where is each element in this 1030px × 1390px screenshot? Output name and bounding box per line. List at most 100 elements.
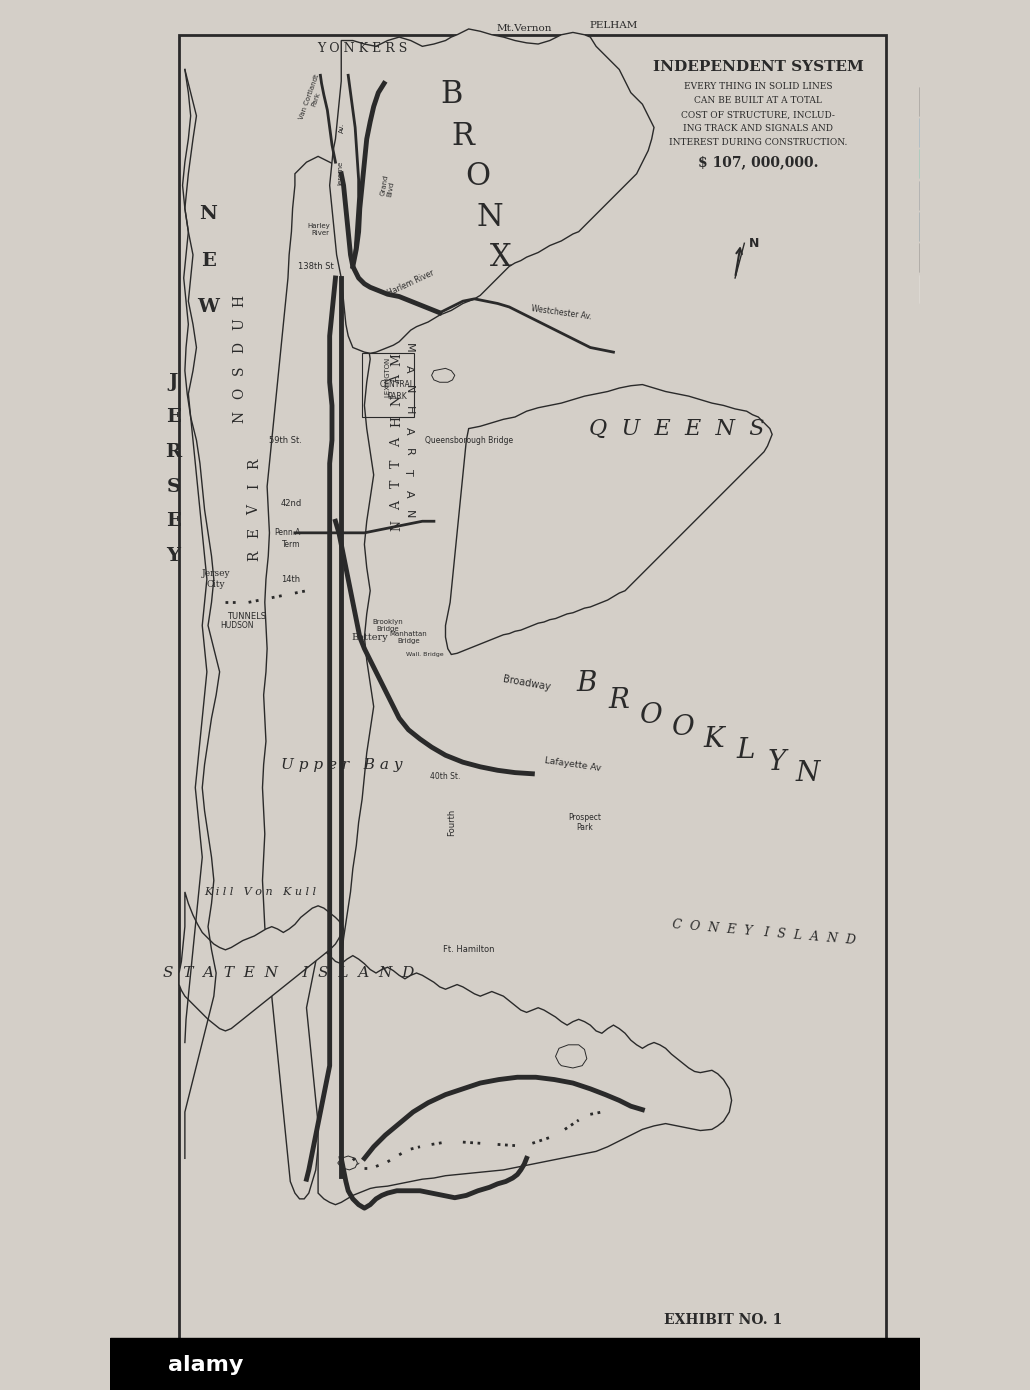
Text: H: H [390, 416, 404, 427]
Text: U: U [233, 318, 246, 331]
Text: R: R [404, 448, 413, 456]
Text: N: N [749, 236, 759, 250]
Polygon shape [555, 1045, 587, 1068]
Text: 42nd: 42nd [280, 499, 302, 509]
Text: D: D [233, 342, 246, 353]
Text: 14th: 14th [281, 574, 301, 584]
Polygon shape [263, 157, 374, 1198]
Text: TUNNELS: TUNNELS [227, 612, 266, 621]
Text: EXHIBIT NO. 1: EXHIBIT NO. 1 [664, 1314, 783, 1327]
Bar [921, 118, 949, 147]
Text: B: B [440, 79, 462, 110]
Text: C  O  N  E  Y   I  S  L  A  N  D: C O N E Y I S L A N D [672, 917, 856, 947]
Bar [921, 88, 949, 115]
Polygon shape [179, 892, 344, 1031]
Text: Lafayette Av: Lafayette Av [544, 756, 602, 773]
Text: Prospect
Park: Prospect Park [568, 813, 600, 833]
Text: S: S [233, 366, 246, 375]
Text: R: R [451, 121, 474, 152]
Text: Penn.A: Penn.A [274, 528, 301, 538]
Bar [978, 275, 1006, 303]
Text: COST OF STRUCTURE, INCLUD-: COST OF STRUCTURE, INCLUD- [681, 110, 835, 120]
Polygon shape [432, 368, 455, 382]
Text: Term: Term [282, 539, 301, 549]
Text: Wall. Bridge: Wall. Bridge [406, 652, 444, 657]
Bar [978, 243, 1006, 272]
Bar [1007, 243, 1030, 272]
Text: R: R [247, 550, 262, 562]
Polygon shape [338, 1156, 357, 1170]
Bar [950, 118, 977, 147]
Bar [978, 213, 1006, 240]
Text: PELHAM: PELHAM [589, 21, 638, 31]
Bar [950, 213, 977, 240]
Bar [950, 275, 977, 303]
Text: N: N [796, 760, 820, 787]
Text: Y: Y [166, 548, 180, 564]
Text: Mt.Vernon: Mt.Vernon [496, 25, 552, 33]
Bar [1007, 88, 1030, 115]
Text: Q  U  E  E  N  S: Q U E E N S [589, 417, 765, 439]
Text: INDEPENDENT SYSTEM: INDEPENDENT SYSTEM [653, 60, 864, 74]
Text: B: B [577, 670, 597, 696]
Bar [921, 150, 949, 178]
Text: N: N [404, 385, 413, 393]
Text: Brooklyn
Bridge: Brooklyn Bridge [372, 619, 403, 632]
Text: W: W [197, 297, 219, 316]
Text: A: A [390, 500, 404, 510]
Text: K i l l   V o n   K u l l: K i l l V o n K u l l [204, 887, 316, 897]
Text: HUDSON: HUDSON [220, 621, 253, 630]
Text: Fourth: Fourth [447, 809, 456, 835]
Text: R: R [165, 443, 181, 460]
Bar [950, 181, 977, 210]
Text: M: M [404, 343, 413, 352]
Text: E: E [247, 528, 262, 538]
Bar [363, 353, 414, 417]
Text: Westchester Av.: Westchester Av. [530, 304, 592, 321]
Text: INTEREST DURING CONSTRUCTION.: INTEREST DURING CONSTRUCTION. [670, 138, 848, 147]
Bar [1007, 213, 1030, 240]
Text: Ft. Hamilton: Ft. Hamilton [443, 945, 494, 955]
Bar [1007, 118, 1030, 147]
Polygon shape [446, 385, 772, 655]
Bar [921, 181, 949, 210]
Text: Y O N K E R S: Y O N K E R S [317, 42, 407, 56]
Text: N: N [390, 520, 404, 531]
Text: Grand
Blvd: Grand Blvd [379, 174, 396, 197]
Text: Battery: Battery [352, 632, 388, 642]
Text: N: N [199, 206, 217, 224]
Text: Jersey
City: Jersey City [202, 570, 231, 589]
Text: Van Cortlandt
Park: Van Cortlandt Park [298, 74, 327, 124]
Text: O: O [641, 702, 663, 730]
Text: X: X [490, 242, 512, 272]
Text: PARK: PARK [387, 392, 407, 400]
Text: $ 107, 000,000.: $ 107, 000,000. [698, 156, 819, 170]
Text: Broadway: Broadway [502, 674, 551, 692]
Text: A: A [404, 364, 413, 373]
Text: Jerome: Jerome [339, 161, 345, 186]
Bar [950, 150, 977, 178]
Text: T: T [390, 480, 404, 488]
Bar [179, 35, 886, 1344]
Bar [950, 88, 977, 115]
Text: alamy: alamy [168, 1354, 243, 1375]
Bar [1007, 275, 1030, 303]
Text: N: N [404, 510, 413, 518]
Text: K: K [703, 726, 725, 752]
Text: E: E [166, 513, 180, 530]
Text: Harlem River: Harlem River [386, 268, 436, 297]
Text: A: A [404, 489, 413, 498]
Text: ING TRACK AND SIGNALS AND: ING TRACK AND SIGNALS AND [683, 124, 833, 133]
Bar [950, 243, 977, 272]
Bar [978, 181, 1006, 210]
Bar [109, 1337, 921, 1390]
Bar [921, 213, 949, 240]
Text: E: E [166, 409, 180, 425]
Text: S  T  A  T  E  N     I  S  L  A  N  D: S T A T E N I S L A N D [164, 966, 415, 980]
Text: LEXINGTON: LEXINGTON [384, 356, 390, 396]
Text: A: A [390, 438, 404, 448]
Bar [921, 275, 949, 303]
Bar [1007, 181, 1030, 210]
Text: EVERY THING IN SOLID LINES: EVERY THING IN SOLID LINES [684, 82, 832, 92]
Text: Av.: Av. [339, 122, 345, 132]
